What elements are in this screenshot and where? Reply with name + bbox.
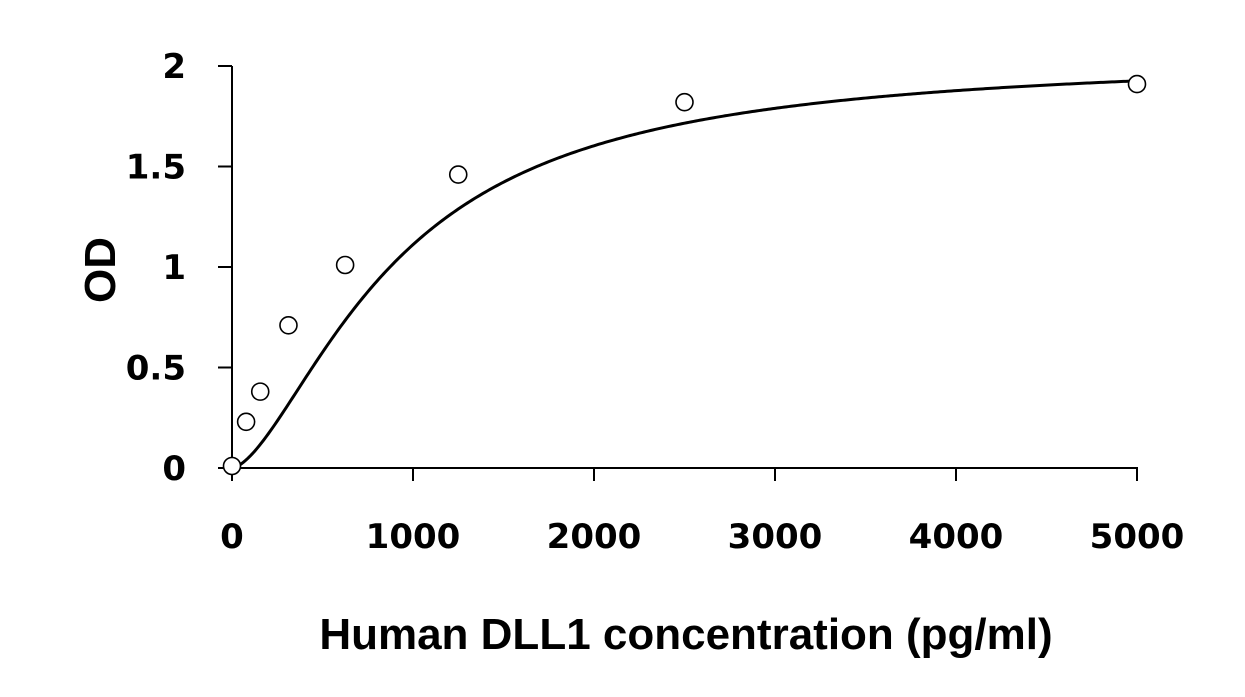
y-axis-title: OD (76, 237, 125, 303)
data-point (222, 456, 242, 476)
y-tick-label: 1.5 (126, 148, 186, 188)
axes (218, 65, 1138, 481)
data-point (250, 382, 270, 401)
data-point (448, 165, 468, 184)
y-tick-label: 1 (162, 248, 186, 288)
x-tick-label: 2000 (547, 517, 642, 557)
fit-curve-layer (231, 79, 1138, 470)
y-tick-labels: 0 0.5 1 1.5 2 (126, 47, 186, 489)
x-tick-label: 1000 (366, 517, 461, 557)
x-tick-label: 4000 (909, 517, 1004, 557)
fit-curve-line (231, 79, 1138, 470)
data-point (675, 92, 694, 112)
x-tick-label: 3000 (728, 517, 823, 557)
x-tick-label: 5000 (1090, 517, 1185, 557)
data-point (279, 315, 298, 335)
data-points-layer (222, 74, 1147, 476)
data-point (236, 412, 256, 432)
y-tick-label: 2 (162, 47, 186, 87)
x-tick-labels: 0 1000 2000 3000 4000 5000 (220, 517, 1184, 557)
x-axis-title: Human DLL1 concentration (pg/ml) (319, 610, 1052, 659)
x-tick-label: 0 (220, 517, 244, 557)
y-tick-label: 0 (162, 449, 186, 489)
data-point (335, 255, 355, 275)
data-point (1127, 74, 1147, 94)
y-tick-label: 0.5 (126, 349, 186, 389)
